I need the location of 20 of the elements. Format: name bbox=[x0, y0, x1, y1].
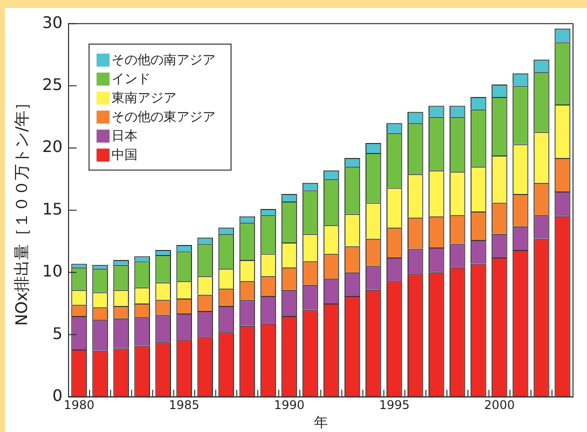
legend-label: その他の南アジア bbox=[112, 52, 216, 68]
legend-label: その他の東アジア bbox=[112, 110, 216, 125]
y-axis-title: NOx排出量［１００万トン/年］ bbox=[12, 94, 31, 326]
x-tick-label: 1990 bbox=[274, 398, 305, 412]
legend-label: インド bbox=[112, 72, 151, 87]
y-tick-label: 25 bbox=[42, 74, 63, 94]
y-tick-label: 15 bbox=[42, 199, 63, 218]
x-tick-label: 1980 bbox=[64, 398, 94, 412]
y-tick-label: 0 bbox=[52, 386, 63, 405]
y-tick-label: 30 bbox=[42, 12, 63, 32]
x-tick-label: 1995 bbox=[379, 398, 410, 412]
y-tick-label: 10 bbox=[42, 262, 63, 281]
x-tick-label: 1985 bbox=[168, 398, 200, 412]
y-tick-label: 5 bbox=[52, 324, 63, 343]
x-tick-label: 2000 bbox=[484, 398, 515, 412]
legend-label: 中国 bbox=[112, 148, 138, 163]
legend-label: 日本 bbox=[112, 128, 138, 144]
y-tick-label: 20 bbox=[42, 137, 63, 156]
x-axis-title: 年 bbox=[314, 415, 328, 432]
legend-label: 東南アジア bbox=[112, 90, 177, 106]
